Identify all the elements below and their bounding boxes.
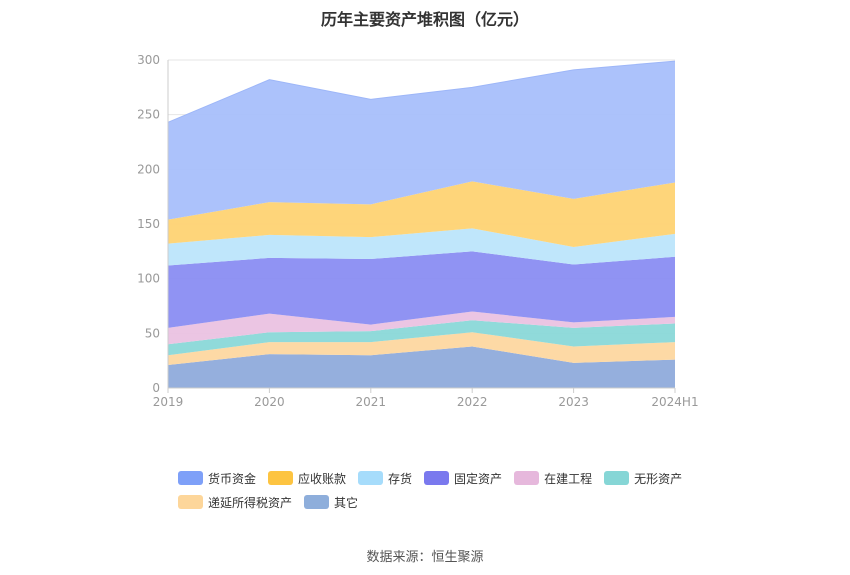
x-tick-label: 2022 [457,395,488,409]
legend-swatch [424,471,450,485]
x-tick-label: 2021 [356,395,387,409]
area-series [168,332,675,366]
legend-swatch [178,471,203,485]
area-series [168,320,675,356]
legend-item[interactable]: 递延所得税资产 [178,494,292,510]
legend-item[interactable]: 货币资金 [178,470,256,486]
y-tick-label: 250 [137,108,160,122]
legend-label: 货币资金 [208,471,257,486]
legend-item[interactable]: 应收账款 [268,470,346,486]
legend-item[interactable]: 在建工程 [514,470,592,486]
legend-item[interactable]: 固定资产 [424,470,502,486]
y-tick-label: 100 [137,272,160,286]
legend-label: 无形资产 [634,471,683,486]
legend-label: 存货 [388,471,413,486]
legend-swatch [604,471,630,485]
legend-swatch [514,471,540,485]
area-total-outline [167,60,676,123]
chart-title: 历年主要资产堆积图（亿元） [320,10,529,29]
y-tick-label: 200 [137,162,160,176]
legend-label: 递延所得税资产 [208,495,293,510]
y-tick-label: 300 [137,53,160,67]
y-tick-label: 50 [145,326,160,340]
legend-item[interactable]: 其它 [304,494,358,510]
stacked-area-chart: 0 50 100 150 200 250 300 2019 2020 2021 2022 2023 20… [137,53,699,409]
x-tick-label: 2020 [254,395,285,409]
legend-label: 固定资产 [454,471,503,486]
legend-label: 应收账款 [298,471,347,486]
area-series [168,228,675,266]
legend-swatch [304,495,330,509]
legend-swatch [178,495,203,509]
legend-item[interactable]: 存货 [358,470,412,486]
x-tick-label: 2023 [558,395,589,409]
area-series [168,181,675,247]
x-tick-label: 2019 [153,395,184,409]
legend-label: 其它 [334,495,359,510]
area-series [168,61,675,220]
y-tick-label: 150 [137,217,160,231]
legend-swatch [358,471,384,485]
legend-swatch [268,471,294,485]
area-series [168,251,675,328]
y-tick-label: 0 [152,381,160,395]
area-series [168,346,675,388]
data-source-note: 数据来源：恒生聚源 [366,550,484,565]
area-series [168,311,675,345]
legend-label: 在建工程 [544,471,593,486]
legend-item[interactable]: 无形资产 [604,470,682,486]
x-tick-label: 2024H1 [651,395,698,409]
chart-legend: 货币资金 应收账款 存货 固定资产 在建工程 无形资产递延所得税资产 其它 [178,470,698,518]
